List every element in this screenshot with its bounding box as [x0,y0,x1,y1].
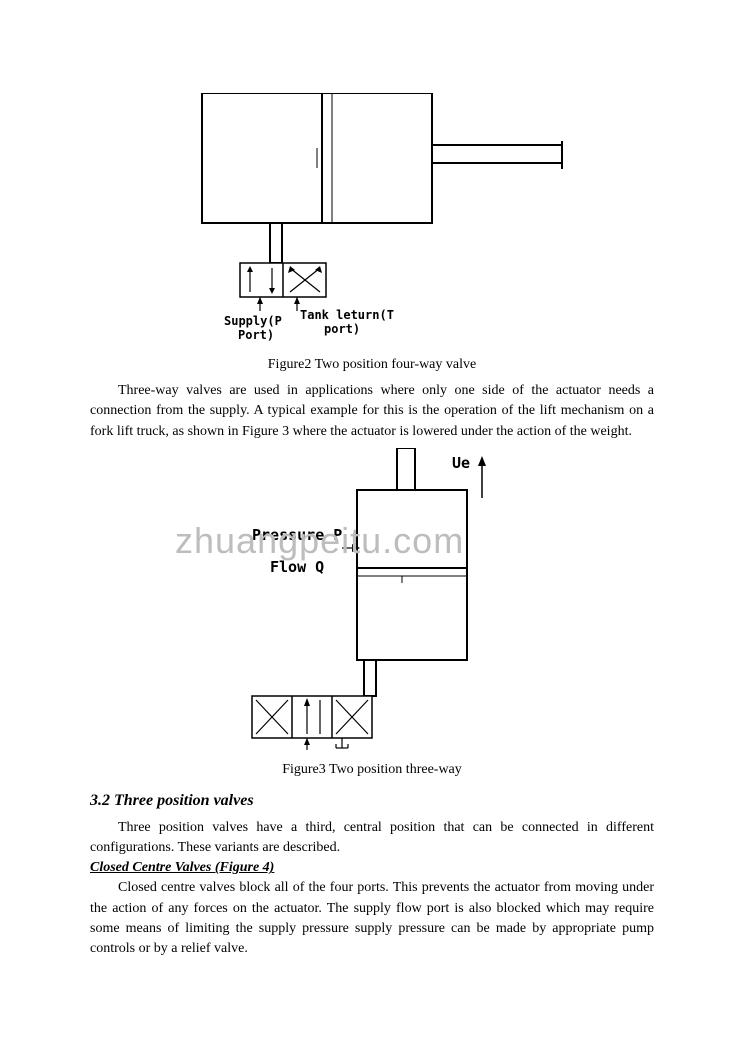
svg-text:Port): Port) [238,328,274,342]
paragraph-1: Three-way valves are used in application… [90,381,654,442]
page-content: Supply(P Port) Tank leturn(T port) Figur… [0,0,744,1020]
figure-3: Ue Pressure P Flow Q [90,448,654,778]
closed-centre-heading: Closed Centre Valves (Figure 4) [90,860,654,876]
figure2-supply-label: Supply(P [224,314,282,328]
figure-3-svg: Ue Pressure P Flow Q [192,448,552,758]
figure3-flow-label: Flow Q [270,558,324,576]
paragraph-2: Three position valves have a third, cent… [90,818,654,859]
svg-text:Tank leturn(T: Tank leturn(T [300,308,394,322]
figure3-ue-label: Ue [452,454,470,472]
paragraph-3: Closed centre valves block all of the fo… [90,878,654,959]
section-3-2-heading: 3.2 Three position valves [90,792,654,810]
figure-3-caption: Figure3 Two position three-way [90,762,654,778]
svg-text:port): port) [324,322,360,336]
figure3-pressure-label: Pressure P [252,526,342,544]
figure-2-caption: Figure2 Two position four-way valve [90,357,654,373]
figure-2-svg: Supply(P Port) Tank leturn(T port) [162,93,582,353]
figure-2: Supply(P Port) Tank leturn(T port) Figur… [90,93,654,373]
